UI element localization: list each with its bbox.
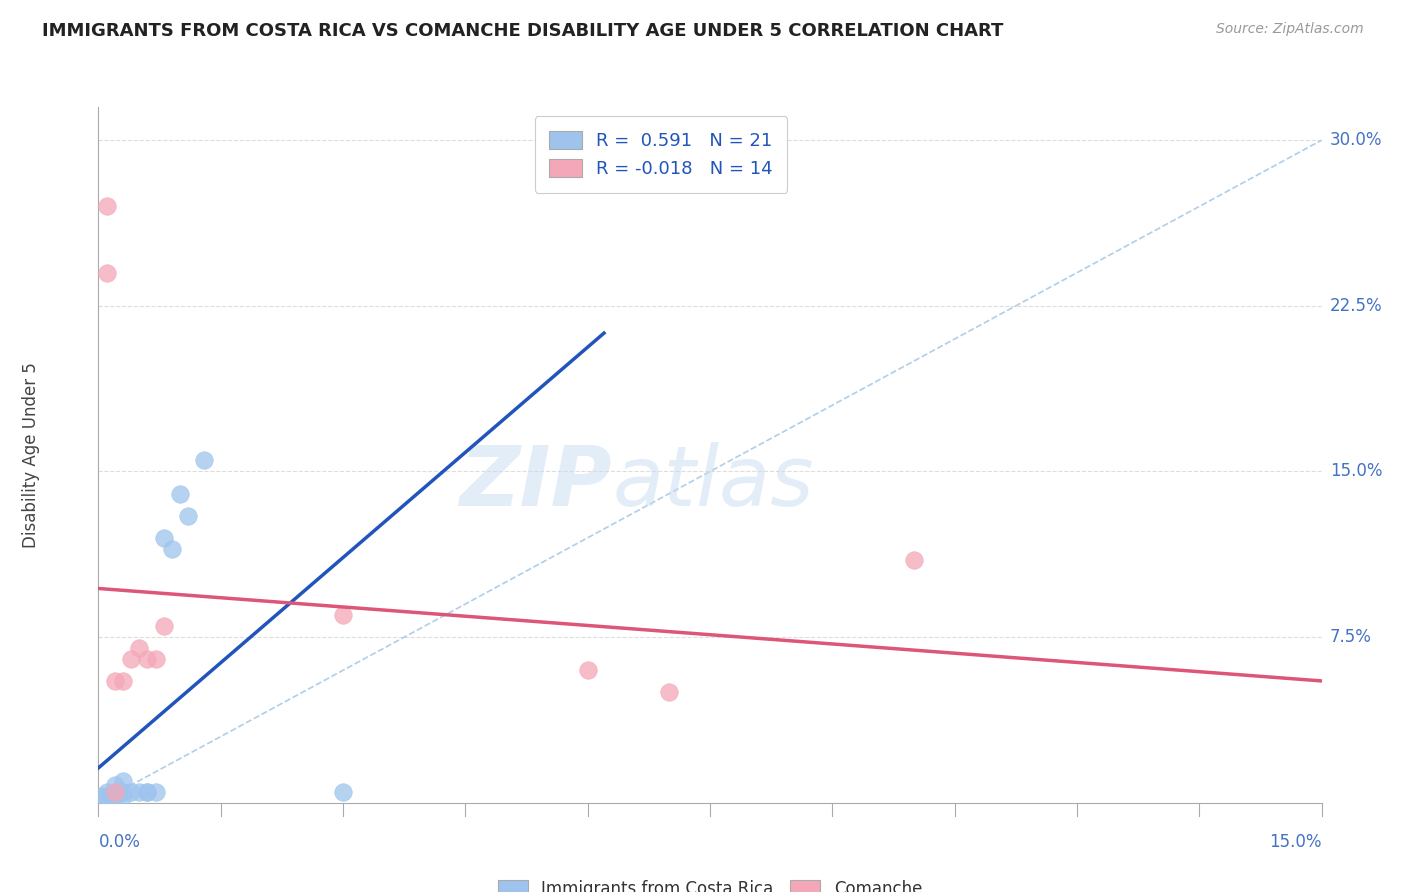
Point — [145, 652, 167, 666]
Point — [136, 785, 159, 799]
Point — [576, 663, 599, 677]
Point — [128, 641, 150, 656]
Point — [120, 785, 142, 799]
Text: atlas: atlas — [612, 442, 814, 524]
Point — [193, 453, 215, 467]
Point — [104, 785, 127, 799]
Point — [96, 199, 118, 213]
Point — [104, 789, 127, 804]
Point — [145, 785, 167, 799]
Point — [152, 531, 174, 545]
Point — [128, 785, 150, 799]
Point — [903, 553, 925, 567]
Point — [91, 789, 114, 804]
Point — [100, 789, 122, 804]
Point — [111, 785, 134, 799]
Point — [658, 685, 681, 699]
Text: ZIP: ZIP — [460, 442, 612, 524]
Text: 30.0%: 30.0% — [1330, 131, 1382, 149]
Point — [332, 785, 354, 799]
Point — [152, 619, 174, 633]
Point — [160, 541, 183, 556]
Text: Source: ZipAtlas.com: Source: ZipAtlas.com — [1216, 22, 1364, 37]
Text: 22.5%: 22.5% — [1330, 297, 1382, 315]
Point — [111, 674, 134, 689]
Point — [136, 652, 159, 666]
Point — [111, 773, 134, 788]
Text: Disability Age Under 5: Disability Age Under 5 — [22, 362, 41, 548]
Point — [104, 785, 127, 799]
Point — [177, 508, 200, 523]
Point — [96, 266, 118, 280]
Point — [169, 486, 191, 500]
Point — [332, 608, 354, 623]
Text: 0.0%: 0.0% — [98, 833, 141, 851]
Point — [96, 789, 118, 804]
Point — [104, 778, 127, 792]
Text: 15.0%: 15.0% — [1270, 833, 1322, 851]
Point — [96, 785, 118, 799]
Text: IMMIGRANTS FROM COSTA RICA VS COMANCHE DISABILITY AGE UNDER 5 CORRELATION CHART: IMMIGRANTS FROM COSTA RICA VS COMANCHE D… — [42, 22, 1004, 40]
Point — [111, 789, 134, 804]
Legend: Immigrants from Costa Rica, Comanche: Immigrants from Costa Rica, Comanche — [485, 867, 935, 892]
Point — [136, 785, 159, 799]
Text: 15.0%: 15.0% — [1330, 462, 1382, 481]
Point — [120, 652, 142, 666]
Text: 7.5%: 7.5% — [1330, 628, 1372, 646]
Point — [104, 674, 127, 689]
